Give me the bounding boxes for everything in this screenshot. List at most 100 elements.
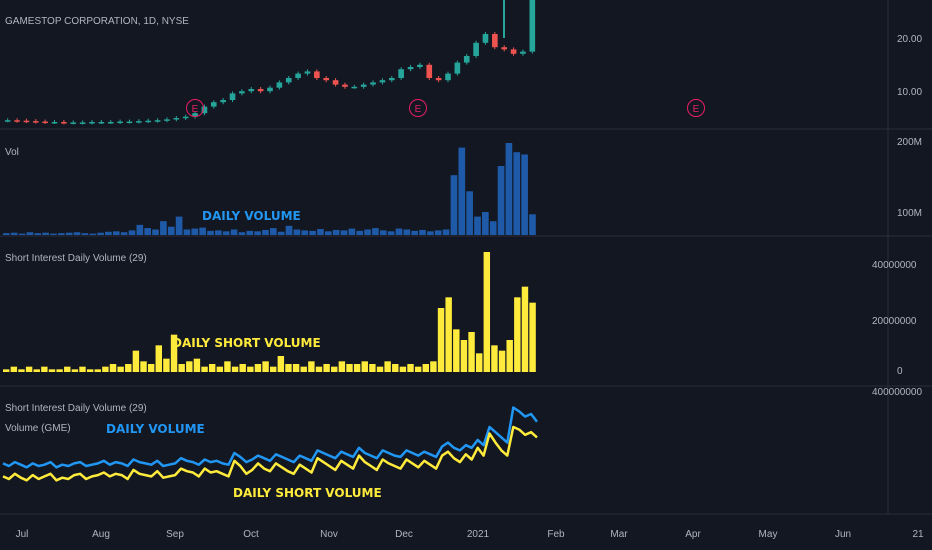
candle (79, 122, 86, 124)
short-volume-bar (384, 361, 391, 372)
candle (70, 122, 77, 124)
candle (332, 80, 339, 85)
candle (482, 34, 489, 43)
volume-pane-title: Vol (5, 147, 19, 158)
volume-bar (152, 229, 159, 235)
candle (314, 71, 320, 78)
candle (351, 86, 358, 89)
short-volume-bar (308, 361, 315, 372)
short-volume-bar (453, 329, 460, 372)
volume-bar (136, 224, 144, 235)
short-volume-bar (79, 366, 86, 372)
volume-bar (332, 229, 340, 235)
volume-bar (277, 231, 285, 235)
candle (32, 121, 39, 123)
compare-lines (2, 406, 538, 482)
candle (192, 113, 198, 117)
short-volume-bar (140, 361, 147, 372)
candle (182, 116, 189, 119)
short-volume-bar (208, 364, 216, 372)
candle (492, 34, 498, 48)
short-volume-bar (422, 364, 429, 372)
short-tick-40m: 40000000 (872, 260, 917, 271)
volume-bar (309, 230, 316, 235)
short-volume-bar (186, 361, 193, 372)
volume-bar (324, 231, 332, 235)
candle (360, 84, 367, 87)
earnings-marker[interactable] (186, 99, 204, 117)
short-volume-bar (163, 358, 170, 372)
candle (370, 82, 376, 85)
volume-bar (73, 232, 81, 235)
short-volume-bar (491, 345, 498, 372)
short-volume-bar (361, 361, 368, 372)
time-axis-label: Sep (166, 529, 184, 540)
short-volume-bar (239, 364, 246, 372)
price-pane-title: GAMESTOP CORPORATION, 1D, NYSE (5, 16, 189, 27)
short-volume-bar (155, 345, 162, 372)
volume-bar (238, 232, 246, 235)
short-volume-bar (529, 302, 536, 372)
volume-bar (379, 230, 387, 235)
candle (210, 102, 217, 107)
short-volume-bar (277, 356, 285, 372)
volume-bar (395, 228, 403, 235)
candle (473, 42, 479, 56)
candle (248, 89, 255, 92)
short-volume-bar (64, 366, 71, 372)
candle (220, 100, 226, 103)
volume-bar (26, 232, 34, 235)
candle (435, 78, 442, 81)
volume-bar (505, 143, 513, 235)
short-volume-bars (3, 252, 536, 372)
candle (417, 64, 423, 67)
daily-short-volume-annotation: DAILY SHORT VOLUME (172, 336, 321, 350)
short-volume-bar (125, 364, 132, 372)
volume-bar (34, 233, 42, 235)
short-volume-bar (193, 358, 201, 372)
time-axis-label: Dec (395, 529, 413, 540)
time-axis-label: Apr (685, 529, 701, 540)
candlestick-series (4, 0, 536, 125)
short-volume-bar (18, 369, 25, 372)
candle (154, 120, 161, 122)
short-volume-bar (25, 366, 33, 372)
earnings-marker[interactable] (409, 99, 427, 117)
short-volume-bar (109, 364, 117, 372)
earnings-marker-label: E (192, 104, 199, 115)
candle (285, 78, 292, 83)
earnings-marker[interactable] (687, 99, 705, 117)
candle (454, 62, 461, 74)
short-volume-bar (353, 364, 361, 372)
candle (529, 0, 536, 52)
volume-bar (387, 231, 395, 235)
short-volume-bar (292, 364, 300, 372)
volume-bar (230, 229, 238, 235)
time-axis-label: Mar (610, 529, 628, 540)
short-volume-bar (71, 369, 79, 372)
short-volume-bar (468, 332, 475, 372)
candle (42, 121, 48, 124)
volume-bar (222, 231, 230, 235)
candle (520, 51, 526, 54)
candle (23, 120, 30, 123)
daily-volume-line (2, 406, 538, 469)
volume-bar (482, 212, 489, 235)
volume-bar (427, 231, 434, 235)
short-tick-0: 0 (897, 366, 903, 377)
candle (257, 89, 264, 92)
short-volume-bar (86, 369, 94, 372)
volume-bar (50, 233, 57, 235)
time-axis-label: Feb (547, 529, 565, 540)
time-axis-label: Jun (835, 529, 851, 540)
volume-bar (160, 221, 167, 235)
volume-bar (128, 230, 136, 235)
compare-pane-title: Short Interest Daily Volume (29) (5, 403, 147, 414)
volume-bar (340, 230, 348, 235)
time-axis: Jul Aug Sep Oct Nov Dec 2021 Feb Mar Apr May Jun 21 (16, 529, 924, 540)
short-volume-bar (33, 369, 40, 372)
candle (426, 64, 433, 78)
short-volume-bar (483, 252, 491, 372)
volume-bar (403, 229, 411, 235)
short-volume-bar (170, 334, 178, 372)
